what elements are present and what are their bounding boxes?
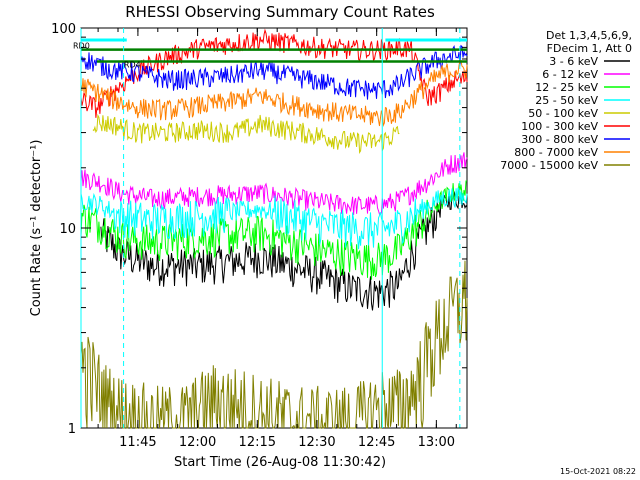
legend-label-2: 12 - 25 keV xyxy=(535,81,598,94)
legend-header-line-1: Det 1,3,4,5,6,9, xyxy=(546,29,632,42)
series-1 xyxy=(80,152,468,216)
series-5 xyxy=(80,28,468,118)
legend-label-5: 100 - 300 keV xyxy=(521,120,598,133)
tick-layer: 11:45 12:00 12:15 12:30 12:45 13:00 1 10 100 xyxy=(51,22,467,450)
legend-header-line-2: FDecim 1, Att 0 xyxy=(547,42,632,55)
chart-title: RHESSI Observing Summary Count Rates xyxy=(125,3,435,21)
legend-label-3: 25 - 50 keV xyxy=(535,94,598,107)
series-line-1 xyxy=(80,152,468,216)
series-line-6 xyxy=(80,44,468,100)
y-tick-label-1: 10 xyxy=(59,222,76,237)
y-axis-label: Count Rate (s⁻¹ detector⁻¹) xyxy=(29,140,44,317)
series-layer xyxy=(80,28,468,429)
y-tick-label-2: 100 xyxy=(51,22,76,37)
legend-label-7: 800 - 7000 keV xyxy=(514,146,598,159)
series-line-7 xyxy=(80,59,468,127)
legend-label-0: 3 - 6 keV xyxy=(549,55,598,68)
x-axis-label: Start Time (26-Aug-08 11:30:42) xyxy=(174,455,386,470)
x-tick-label-1: 12:00 xyxy=(179,435,216,450)
x-tick-label-3: 12:30 xyxy=(298,435,335,450)
series-line-2 xyxy=(80,180,467,280)
y-tick-label-0: 1 xyxy=(68,422,76,437)
legend: Det 1,3,4,5,6,9, FDecim 1, Att 0 3 - 6 k… xyxy=(500,29,632,172)
series-line-8 xyxy=(80,260,468,429)
series-0 xyxy=(100,191,468,311)
x-tick-label-5: 13:00 xyxy=(418,435,455,450)
legend-label-4: 50 - 100 keV xyxy=(528,107,598,120)
legend-label-6: 300 - 800 keV xyxy=(521,133,598,146)
series-3 xyxy=(80,187,468,250)
legend-label-8: 7000 - 15000 keV xyxy=(500,159,598,172)
x-tick-label-4: 12:45 xyxy=(358,435,395,450)
x-tick-label-2: 12:15 xyxy=(239,435,276,450)
series-line-5 xyxy=(80,28,468,118)
series-8 xyxy=(80,260,468,429)
timestamp: 15-Oct-2021 08:22 xyxy=(560,467,636,476)
series-6 xyxy=(80,44,468,100)
series-line-4 xyxy=(92,113,400,155)
series-4 xyxy=(92,113,400,155)
series-line-0 xyxy=(100,191,468,311)
series-line-3 xyxy=(80,187,468,250)
plot-area: RD0RD4 11:4512:0012:1512:3012:4513:00110… xyxy=(51,22,468,450)
x-tick-label-0: 11:45 xyxy=(119,435,156,450)
attenuator-label-1: RD4 xyxy=(124,60,141,69)
series-7 xyxy=(80,59,468,127)
legend-label-1: 6 - 12 keV xyxy=(542,68,598,81)
series-2 xyxy=(80,180,467,280)
